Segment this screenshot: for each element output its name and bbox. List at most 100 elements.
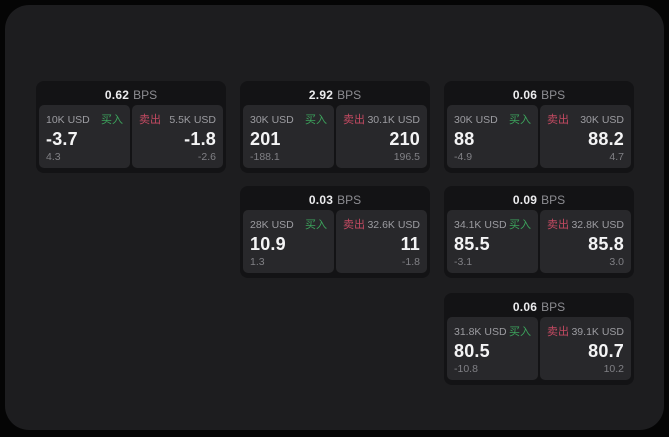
buy-price: 80.5	[454, 341, 490, 361]
card-header: 0.62 BPS	[39, 84, 223, 105]
quote-panels: 30K USD 买入 88 -4.9 卖出 30K USD 88.2 4.7	[447, 105, 631, 168]
sell-sub-value: -2.6	[197, 151, 216, 163]
card-header: 0.06 BPS	[447, 296, 631, 317]
buy-panel[interactable]: 28K USD 买入 10.9 1.3	[243, 210, 334, 273]
buy-sub-value: 1.3	[250, 256, 265, 268]
bps-unit-label: BPS	[541, 299, 566, 314]
buy-side-label: 买入	[509, 114, 531, 126]
buy-size: 10K USD	[46, 114, 90, 126]
buy-meta-row: 34.1K USD 买入	[454, 216, 531, 232]
sell-sub-value: 10.2	[603, 363, 624, 375]
buy-size: 30K USD	[250, 114, 294, 126]
buy-size: 30K USD	[454, 114, 498, 126]
buy-sub-value: -3.1	[454, 256, 473, 268]
buy-price: -3.7	[46, 129, 78, 149]
buy-price: 88	[454, 129, 475, 149]
buy-side-label: 买入	[509, 326, 531, 338]
quote-card: 0.09 BPS 34.1K USD 买入 85.5 -3.1 卖出 32.8K…	[444, 186, 634, 278]
sell-size: 30.1K USD	[367, 114, 420, 126]
sell-sub-value: 4.7	[609, 151, 624, 163]
sell-meta-row: 卖出 32.8K USD	[547, 216, 624, 232]
sell-sub-value: 196.5	[393, 151, 420, 163]
sell-meta-row: 卖出 30K USD	[547, 111, 624, 127]
sell-panel[interactable]: 卖出 30.1K USD 210 196.5	[336, 105, 427, 168]
sell-size: 5.5K USD	[169, 114, 216, 126]
buy-meta-row: 30K USD 买入	[454, 111, 531, 127]
sell-price: -1.8	[184, 129, 216, 149]
sell-side-label: 卖出	[139, 114, 161, 126]
bps-unit-label: BPS	[541, 87, 566, 102]
sell-price: 210	[389, 129, 420, 149]
bps-unit-label: BPS	[541, 192, 566, 207]
buy-price: 201	[250, 129, 281, 149]
quote-panels: 10K USD 买入 -3.7 4.3 卖出 5.5K USD -1.8 -2.…	[39, 105, 223, 168]
sell-side-label: 卖出	[343, 219, 365, 231]
sell-sub-value: -1.8	[401, 256, 420, 268]
sell-price: 88.2	[588, 129, 624, 149]
bps-spread-value: 0.06	[512, 299, 538, 314]
buy-sub-value: -10.8	[454, 363, 478, 375]
card-header: 0.03 BPS	[243, 189, 427, 210]
buy-panel[interactable]: 31.8K USD 买入 80.5 -10.8	[447, 317, 538, 380]
buy-size: 28K USD	[250, 219, 294, 231]
buy-side-label: 买入	[305, 219, 327, 231]
buy-panel[interactable]: 30K USD 买入 201 -188.1	[243, 105, 334, 168]
sell-panel[interactable]: 卖出 5.5K USD -1.8 -2.6	[132, 105, 223, 168]
buy-panel[interactable]: 30K USD 买入 88 -4.9	[447, 105, 538, 168]
bps-unit-label: BPS	[337, 87, 362, 102]
card-header: 2.92 BPS	[243, 84, 427, 105]
buy-panel[interactable]: 10K USD 买入 -3.7 4.3	[39, 105, 130, 168]
bps-spread-value: 0.03	[308, 192, 334, 207]
sell-panel[interactable]: 卖出 32.8K USD 85.8 3.0	[540, 210, 631, 273]
sell-price: 11	[400, 234, 420, 254]
buy-meta-row: 28K USD 买入	[250, 216, 327, 232]
bps-spread-value: 0.06	[512, 87, 538, 102]
sell-price: 80.7	[588, 341, 624, 361]
buy-meta-row: 30K USD 买入	[250, 111, 327, 127]
buy-side-label: 买入	[509, 219, 531, 231]
quote-board-window: 0.62 BPS 10K USD 买入 -3.7 4.3 卖出 5.5K USD	[5, 5, 664, 430]
buy-panel[interactable]: 34.1K USD 买入 85.5 -3.1	[447, 210, 538, 273]
sell-sub-value: 3.0	[609, 256, 624, 268]
sell-meta-row: 卖出 5.5K USD	[139, 111, 216, 127]
buy-sub-value: 4.3	[46, 151, 61, 163]
sell-size: 32.8K USD	[571, 219, 624, 231]
quote-card: 2.92 BPS 30K USD 买入 201 -188.1 卖出 30.1K …	[240, 81, 430, 173]
sell-panel[interactable]: 卖出 39.1K USD 80.7 10.2	[540, 317, 631, 380]
sell-side-label: 卖出	[547, 219, 569, 231]
bps-spread-value: 2.92	[308, 87, 334, 102]
bps-spread-value: 0.62	[104, 87, 130, 102]
sell-panel[interactable]: 卖出 32.6K USD 11 -1.8	[336, 210, 427, 273]
bps-spread-value: 0.09	[512, 192, 538, 207]
sell-price: 85.8	[588, 234, 624, 254]
buy-side-label: 买入	[305, 114, 327, 126]
buy-meta-row: 31.8K USD 买入	[454, 323, 531, 339]
quote-panels: 30K USD 买入 201 -188.1 卖出 30.1K USD 210 1…	[243, 105, 427, 168]
quote-card: 0.62 BPS 10K USD 买入 -3.7 4.3 卖出 5.5K USD	[36, 81, 226, 173]
sell-panel[interactable]: 卖出 30K USD 88.2 4.7	[540, 105, 631, 168]
buy-side-label: 买入	[101, 114, 123, 126]
buy-sub-value: -4.9	[454, 151, 473, 163]
buy-size: 34.1K USD	[454, 219, 507, 231]
sell-meta-row: 卖出 39.1K USD	[547, 323, 624, 339]
card-header: 0.06 BPS	[447, 84, 631, 105]
quote-panels: 34.1K USD 买入 85.5 -3.1 卖出 32.8K USD 85.8…	[447, 210, 631, 273]
sell-side-label: 卖出	[547, 326, 569, 338]
sell-size: 30K USD	[580, 114, 624, 126]
buy-price: 85.5	[454, 234, 490, 254]
quote-card: 0.06 BPS 30K USD 买入 88 -4.9 卖出 30K USD	[444, 81, 634, 173]
quote-panels: 31.8K USD 买入 80.5 -10.8 卖出 39.1K USD 80.…	[447, 317, 631, 380]
bps-unit-label: BPS	[133, 87, 158, 102]
sell-meta-row: 卖出 32.6K USD	[343, 216, 420, 232]
sell-side-label: 卖出	[547, 114, 569, 126]
quote-card: 0.03 BPS 28K USD 买入 10.9 1.3 卖出 32.6K US…	[240, 186, 430, 278]
sell-size: 32.6K USD	[367, 219, 420, 231]
quote-card: 0.06 BPS 31.8K USD 买入 80.5 -10.8 卖出 39.1…	[444, 293, 634, 385]
sell-size: 39.1K USD	[571, 326, 624, 338]
quote-panels: 28K USD 买入 10.9 1.3 卖出 32.6K USD 11 -1.8	[243, 210, 427, 273]
bps-unit-label: BPS	[337, 192, 362, 207]
sell-meta-row: 卖出 30.1K USD	[343, 111, 420, 127]
buy-size: 31.8K USD	[454, 326, 507, 338]
card-header: 0.09 BPS	[447, 189, 631, 210]
